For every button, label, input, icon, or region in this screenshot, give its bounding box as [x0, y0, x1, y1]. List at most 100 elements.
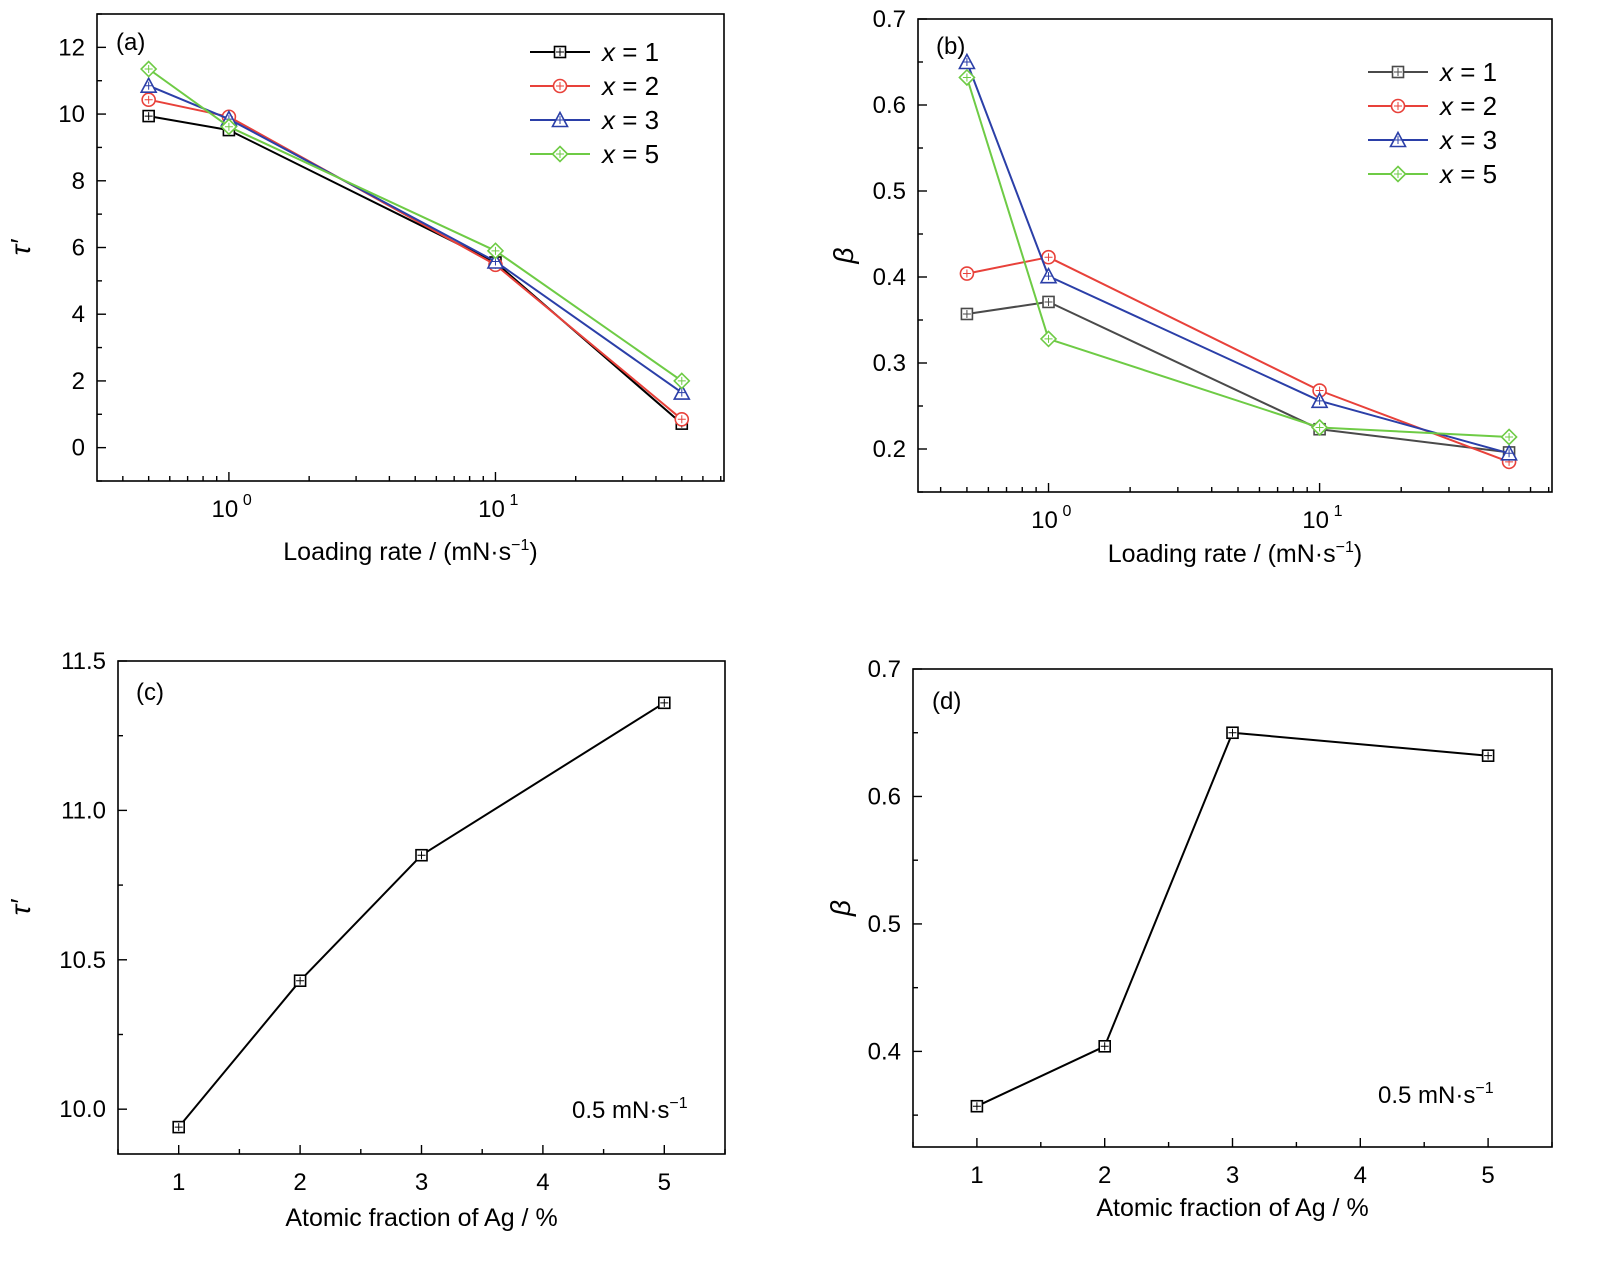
y-tick-label: 4 — [72, 301, 85, 328]
series-line — [177, 701, 665, 1128]
y-tick-label: 0.7 — [868, 656, 901, 683]
x-tick-label: 2 — [1098, 1162, 1111, 1189]
series-4 — [140, 60, 691, 390]
y-tick-label: 2 — [72, 368, 85, 395]
data-point-cross — [1484, 751, 1493, 760]
y-tick-label: 12 — [58, 34, 85, 61]
data-point-cross — [1044, 253, 1053, 262]
legend-variable: x — [1438, 91, 1454, 121]
legend-entry: x = 1 — [600, 37, 659, 67]
panel-c: 10.0 10.5 11.0 11.5 1 2 3 4 5 Atomic fraction of … — [5, 648, 726, 1232]
legend-variable: x — [1438, 57, 1454, 87]
data-point-cross — [677, 388, 686, 397]
y-tick-label: 0.6 — [873, 92, 906, 119]
series-line — [148, 84, 683, 394]
panel-b: 0.2 0.3 0.4 0.5 0.6 0.7 10 0 10 1 Loading rate / (… — [828, 6, 1553, 568]
x-tick-exponent: 1 — [509, 492, 518, 509]
data-point-cross — [224, 122, 233, 131]
legend-entry: x = 3 — [1438, 125, 1497, 155]
annotation-superscript: −1 — [1475, 1080, 1493, 1097]
data-point-cross — [962, 58, 971, 66]
y-tick-label: 0 — [72, 435, 85, 462]
series-1 — [172, 696, 671, 1134]
legend: x = 1x = 2x = 3x = 5 — [530, 37, 659, 169]
series-line — [965, 61, 1510, 455]
data-point-cross — [491, 246, 500, 255]
data-point-cross — [1100, 1042, 1109, 1051]
legend-entry: x = 1 — [1438, 57, 1497, 87]
y-tick-label: 10 — [58, 101, 85, 128]
y-tick-label: 0.3 — [873, 350, 906, 377]
y-tick-label: 6 — [72, 235, 85, 262]
legend-marker-cross — [1394, 102, 1402, 110]
x-tick-exponent: 0 — [1063, 503, 1072, 520]
legend-value: = 2 — [1453, 91, 1497, 121]
panel-label: (c) — [136, 679, 164, 706]
y-tick-label: 8 — [72, 168, 85, 195]
y-tick-label: 0.5 — [868, 911, 901, 938]
y-axis-label: β — [825, 900, 856, 917]
x-axis-label-end: ) — [529, 538, 537, 566]
y-tick-label: 0.4 — [873, 264, 906, 291]
data-point-cross — [1505, 432, 1514, 441]
plot-frame — [917, 18, 1553, 493]
data-point-cross — [144, 81, 153, 90]
legend-entry: x = 3 — [600, 105, 659, 135]
x-tick-label: 4 — [1354, 1162, 1367, 1189]
data-point-cross — [1315, 396, 1324, 405]
legend-variable: x — [600, 105, 616, 135]
series-line — [976, 731, 1489, 1108]
panel-label: (b) — [936, 33, 965, 60]
legend-entry: x = 2 — [600, 71, 659, 101]
legend-value: = 1 — [1453, 57, 1497, 87]
annotation-superscript: −1 — [669, 1095, 687, 1112]
x-tick-label: 4 — [536, 1169, 549, 1196]
x-tick-exponent: 0 — [243, 492, 252, 509]
legend-variable: x — [600, 37, 616, 67]
loading-rate-annotation: 0.5 mN·s−1 — [572, 1095, 688, 1124]
data-point-cross — [1044, 334, 1053, 343]
data-point-cross — [962, 309, 971, 318]
x-tick-label: 10 — [212, 496, 239, 523]
y-tick-label: 0.7 — [873, 6, 906, 33]
data-point-cross — [972, 1102, 981, 1111]
x-tick-label: 1 — [970, 1162, 983, 1189]
x-tick-label: 10 — [478, 496, 505, 523]
x-axis-label: Atomic fraction of Ag / % — [1096, 1194, 1368, 1222]
x-tick-label: 2 — [293, 1169, 306, 1196]
data-point-cross — [1044, 297, 1053, 306]
y-tick-label: 10.0 — [59, 1096, 106, 1123]
legend-marker-cross — [1394, 68, 1402, 76]
y-tick-label: 11.0 — [61, 797, 106, 824]
x-tick-label: 3 — [415, 1169, 428, 1196]
series-line — [148, 68, 683, 382]
legend-variable: x — [600, 139, 616, 169]
data-point-cross — [677, 415, 686, 424]
legend-variable: x — [1438, 125, 1454, 155]
x-tick-label: 10 — [1031, 507, 1058, 534]
data-point-cross — [1505, 449, 1514, 458]
plot-frame — [117, 660, 726, 1155]
y-axis-label: τ′ — [5, 898, 36, 915]
x-tick-label: 5 — [1481, 1162, 1494, 1189]
series-line — [965, 77, 1510, 438]
legend-value: = 2 — [615, 71, 659, 101]
legend-marker-cross — [556, 82, 564, 90]
data-point-cross — [1228, 728, 1237, 737]
legend-value: = 3 — [1453, 125, 1497, 155]
panel-label: (d) — [932, 688, 961, 715]
data-point-cross — [174, 1123, 183, 1132]
series-1 — [970, 726, 1495, 1113]
plot-frame — [912, 668, 1553, 1148]
legend-variable: x — [600, 71, 616, 101]
x-axis-label: Loading rate / (mN·s−1) — [1108, 539, 1362, 568]
data-point-cross — [1315, 423, 1324, 432]
x-tick-label: 3 — [1226, 1162, 1239, 1189]
legend-marker-cross — [556, 48, 564, 56]
legend-value: = 5 — [1453, 159, 1497, 189]
y-axis-label: β — [828, 248, 859, 265]
y-tick-label: 0.6 — [868, 783, 901, 810]
y-tick-label: 0.4 — [868, 1038, 901, 1065]
